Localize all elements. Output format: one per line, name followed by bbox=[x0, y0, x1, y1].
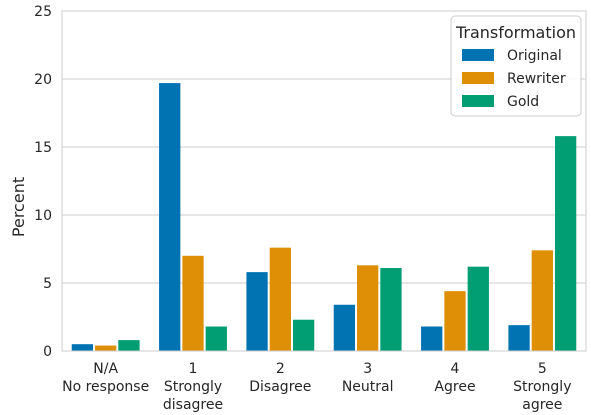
bar-gold-0 bbox=[118, 340, 140, 351]
bar-rewriter-5 bbox=[531, 250, 553, 351]
bar-gold-3 bbox=[380, 268, 402, 351]
plot-frame bbox=[61, 10, 587, 352]
x-tick-label: N/A No response bbox=[62, 361, 149, 395]
bar-original-4 bbox=[421, 326, 443, 351]
y-tick-label: 15 bbox=[34, 140, 52, 156]
bar-rewriter-4 bbox=[444, 291, 466, 351]
x-tick-label: 5 Strongly agree bbox=[513, 361, 571, 413]
legend-swatch-rewriter bbox=[462, 72, 494, 84]
bar-rewriter-3 bbox=[357, 265, 379, 351]
bar-original-1 bbox=[159, 83, 181, 351]
y-axis-title: Percent bbox=[9, 177, 28, 237]
bar-rewriter-2 bbox=[269, 247, 291, 351]
y-tick-label: 20 bbox=[34, 72, 52, 88]
bar-original-5 bbox=[508, 325, 530, 351]
bar-rewriter-1 bbox=[182, 255, 204, 351]
legend-box bbox=[450, 15, 582, 117]
legend-label-gold: Gold bbox=[507, 94, 539, 110]
legend-label-rewriter: Rewriter bbox=[507, 71, 566, 87]
bar-original-3 bbox=[333, 304, 356, 351]
bar-gold-2 bbox=[292, 319, 315, 351]
legend-title: Transformation bbox=[455, 23, 576, 42]
y-tick-label: 5 bbox=[43, 276, 52, 292]
bars bbox=[71, 83, 577, 351]
bar-gold-4 bbox=[467, 266, 489, 351]
legend: Transformation Original Rewriter Gold bbox=[450, 15, 582, 117]
x-tick-label: 3 Neutral bbox=[342, 361, 394, 395]
legend-swatch-original bbox=[462, 49, 494, 61]
bar-gold-1 bbox=[205, 326, 227, 351]
x-tick-label: 1 Strongly disagree bbox=[163, 361, 223, 413]
y-tick-label: 0 bbox=[43, 344, 52, 360]
legend-swatch-gold bbox=[462, 95, 494, 107]
y-tick-label: 10 bbox=[34, 208, 52, 224]
bar-rewriter-0 bbox=[95, 345, 117, 351]
x-tick-label: 2 Disagree bbox=[249, 361, 311, 395]
legend-label-original: Original bbox=[507, 48, 562, 64]
bar-gold-5 bbox=[554, 136, 577, 351]
x-tick-label: 4 Agree bbox=[434, 361, 475, 395]
y-tick-label: 25 bbox=[34, 4, 52, 20]
axes: 0 5 10 15 20 25 N/A No response 1 Strongly disagre… bbox=[34, 4, 587, 413]
bar-original-0 bbox=[71, 344, 94, 351]
bar-original-2 bbox=[246, 272, 268, 351]
